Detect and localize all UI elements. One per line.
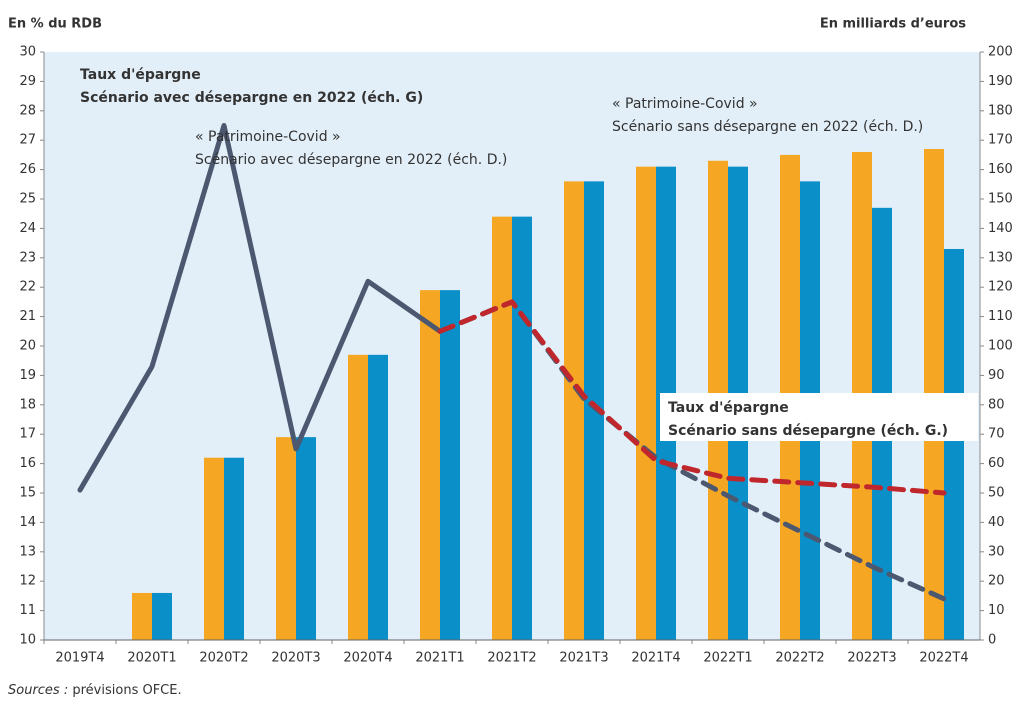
x-tick-label: 2022T4: [919, 651, 968, 666]
bar: [276, 437, 296, 640]
y-tick-label: 25: [19, 192, 36, 207]
y2-tick-label: 180: [988, 103, 1013, 118]
x-tick-label: 2022T2: [775, 651, 824, 666]
y2-tick-label: 80: [988, 397, 1005, 412]
y-tick-label: 17: [19, 427, 36, 442]
x-tick-label: 2020T1: [127, 651, 176, 666]
y-tick-label: 21: [19, 309, 36, 324]
y2-tick-label: 60: [988, 456, 1005, 471]
y-tick-label: 20: [19, 339, 36, 354]
bar: [440, 290, 460, 640]
y2-tick-label: 200: [988, 45, 1013, 60]
bar: [348, 354, 368, 640]
y2-tick-label: 150: [988, 192, 1013, 207]
y2-tick-label: 40: [988, 515, 1005, 530]
annotation: « Patrimoine-Covid »: [612, 96, 758, 112]
y-tick-label: 18: [19, 397, 36, 412]
y2-tick-label: 0: [988, 633, 996, 648]
annotation: Scénario avec désepargne en 2022 (éch. D…: [195, 152, 507, 168]
bar: [584, 181, 604, 641]
annotation: Scénario sans désepargne en 2022 (éch. D…: [612, 119, 923, 135]
x-tick-label: 2021T1: [415, 651, 464, 666]
bar: [132, 592, 152, 640]
source-text: prévisions OFCE.: [72, 683, 181, 698]
y2-tick-label: 10: [988, 603, 1005, 618]
y2-tick-label: 190: [988, 74, 1013, 89]
y-tick-label: 11: [19, 603, 36, 618]
bar: [944, 248, 964, 641]
y-tick-label: 23: [19, 250, 36, 265]
bar: [636, 166, 656, 640]
y-tick-label: 10: [19, 633, 36, 648]
y-tick-label: 19: [19, 368, 36, 383]
bar: [224, 457, 244, 640]
annotation: Taux d'épargne: [668, 400, 789, 416]
y-tick-label: 30: [19, 45, 36, 60]
y2-tick-label: 110: [988, 309, 1013, 324]
bar: [152, 592, 172, 640]
y-axis-label: En % du RDB: [8, 17, 102, 32]
x-tick-label: 2021T2: [487, 651, 536, 666]
annotation: Scénario sans désepargne (éch. G.): [668, 423, 948, 439]
bar: [512, 216, 532, 640]
y-tick-label: 22: [19, 280, 36, 295]
bar: [420, 290, 440, 640]
x-tick-label: 2019T4: [55, 651, 104, 666]
bar: [204, 457, 224, 640]
bar: [492, 216, 512, 640]
annotation-box: [660, 393, 978, 441]
y-tick-label: 26: [19, 162, 36, 177]
x-tick-label: 2020T2: [199, 651, 248, 666]
y2-tick-label: 20: [988, 574, 1005, 589]
x-tick-label: 2021T4: [631, 651, 680, 666]
y2-tick-label: 140: [988, 221, 1013, 236]
y2-tick-label: 50: [988, 486, 1005, 501]
line: [437, 299, 947, 496]
y2-tick-label: 30: [988, 544, 1005, 559]
y2-tick-label: 90: [988, 368, 1005, 383]
y-tick-label: 14: [19, 515, 36, 530]
source: Sources : prévisions OFCE.: [8, 683, 182, 698]
source-label: Sources :: [8, 683, 68, 698]
y2-tick-label: 170: [988, 133, 1013, 148]
y-tick-label: 16: [19, 456, 36, 471]
y2-axis-label: En milliards d’euros: [820, 17, 966, 32]
y2-tick-label: 160: [988, 162, 1013, 177]
bar: [368, 354, 388, 640]
y2-tick-label: 120: [988, 280, 1013, 295]
y2-tick-label: 130: [988, 250, 1013, 265]
x-tick-label: 2022T1: [703, 651, 752, 666]
annotation: « Patrimoine-Covid »: [195, 129, 341, 145]
line: [77, 123, 443, 493]
y-tick-label: 12: [19, 574, 36, 589]
annotation: Scénario avec désepargne en 2022 (éch. G…: [80, 90, 423, 106]
y2-tick-label: 100: [988, 339, 1013, 354]
bar: [564, 181, 584, 641]
y-tick-label: 28: [19, 103, 36, 118]
y-tick-label: 24: [19, 221, 36, 236]
x-tick-label: 2021T3: [559, 651, 608, 666]
x-tick-label: 2020T4: [343, 651, 392, 666]
y2-tick-label: 70: [988, 427, 1005, 442]
x-tick-label: 2020T3: [271, 651, 320, 666]
y-tick-label: 15: [19, 486, 36, 501]
bar: [296, 437, 316, 640]
annotation: Taux d'épargne: [80, 67, 201, 83]
y-tick-label: 29: [19, 74, 36, 89]
y-tick-label: 27: [19, 133, 36, 148]
y-tick-label: 13: [19, 544, 36, 559]
x-tick-label: 2022T3: [847, 651, 896, 666]
